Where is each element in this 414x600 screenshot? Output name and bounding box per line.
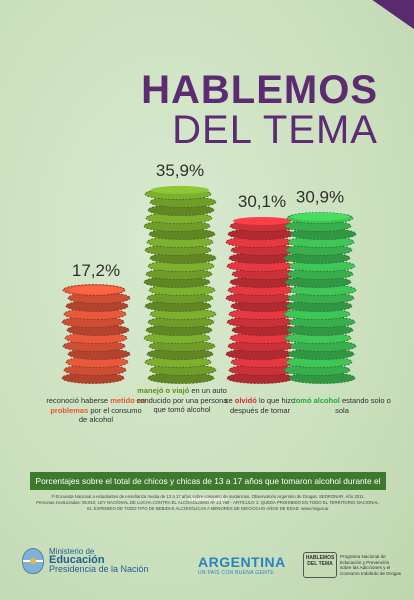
ministry-line-3: Presidencia de la Nación [49, 564, 149, 574]
title-line-2: DEL TEMA [172, 108, 378, 152]
caption-3-after: lo que hizo después de tomar [229, 396, 296, 415]
value-label-2: 35,9% [156, 161, 204, 180]
caption-1-before: reconoció haberse [46, 396, 109, 405]
argentina-wordmark: ARGENTINA [198, 554, 286, 570]
caption-1-after: por el consumo de alcohol [78, 405, 142, 425]
value-label-4: 30,9% [296, 188, 344, 207]
value-label-3: 30,1% [238, 192, 286, 211]
caption-4-highlight: tomó alcohol [293, 396, 340, 405]
fine-print-1: ® Encuesta Nacional a estudiantes de ens… [51, 494, 365, 499]
coat-of-arms-icon [22, 547, 44, 574]
argentina-slogan: UN PAÍS CON BUENA GENTE [198, 570, 274, 576]
caption-4: tomó alcohol estando solo o sola [292, 396, 392, 415]
argentina-logo: ARGENTINA UN PAÍS CON BUENA GENTE [198, 554, 298, 576]
ministry-line-2: Educación [49, 554, 105, 566]
bar-top-cap [151, 185, 209, 194]
caption-2-after: en un auto conducido por una persona que… [136, 386, 228, 414]
caption-3: se olvidó lo que hizo después de tomar [210, 396, 310, 415]
fine-print-2: Personas involucradas: 90.810, LEY NACIO… [36, 500, 380, 505]
title-line-1: HABLEMOS [141, 68, 378, 112]
bar-stack-1 [61, 284, 131, 384]
caption-2: manejó o viajó en un auto conducido por … [132, 386, 232, 415]
bar-stack-3 [225, 216, 299, 384]
caption-4-after: estando solo o sola [335, 396, 391, 415]
caption-2-highlight: manejó o viajó [137, 386, 190, 395]
bar-stack-2 [143, 185, 217, 384]
value-label-1: 17,2% [72, 261, 120, 280]
caption-1: reconoció haberse metido en problemas po… [46, 396, 146, 425]
bar-stack-4 [283, 212, 357, 384]
ministry-logo: Ministerio de Educación Presidencia de l… [22, 547, 149, 574]
ministry-line-1: Ministerio de [49, 547, 95, 556]
program-name: Programa Nacional de Educación y Prevenc… [340, 554, 402, 576]
campaign-logo: HABLEMOS DEL TEMA [303, 552, 337, 578]
fine-print-3: EL EXPENDIO DE TODO TIPO DE BEBIDAS ALCO… [87, 506, 329, 511]
bar-top-cap [69, 285, 123, 294]
caption-3-before: se [224, 396, 233, 405]
caption-3-highlight: olvidó [234, 396, 257, 405]
bar-top-cap [233, 216, 291, 225]
bar-top-cap [291, 212, 349, 221]
data-note-band: Porcentajes sobre el total de chicos y c… [30, 472, 386, 504]
caption-1-highlight: metido en problemas [50, 396, 146, 415]
